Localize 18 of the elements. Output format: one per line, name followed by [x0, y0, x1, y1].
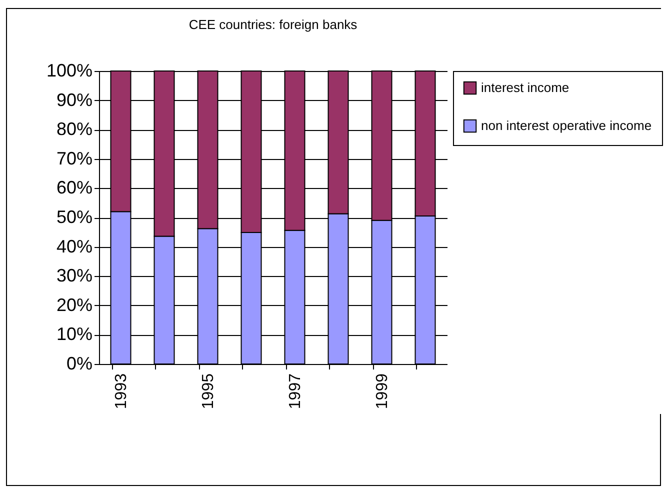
x-tick-label: 1999	[374, 373, 391, 410]
y-tick-label: 30%	[56, 266, 92, 286]
x-tick-label: 1995	[200, 373, 217, 410]
legend-label: non interest operative income	[481, 118, 652, 133]
y-tick-label: 10%	[56, 324, 92, 344]
y-tick-label: 80%	[56, 119, 92, 140]
y-tick-label: 20%	[56, 294, 92, 315]
legend-label: interest income	[481, 80, 570, 95]
y-tick-label: 70%	[56, 148, 92, 168]
y-tick-label: 0%	[66, 354, 92, 374]
y-tick-label: 90%	[56, 90, 92, 110]
y-tick-label: 100%	[46, 60, 92, 80]
y-tick-label: 40%	[56, 236, 92, 256]
y-tick-label: 60%	[56, 178, 92, 198]
x-tick-label: 1993	[112, 373, 130, 410]
y-tick-label: 50%	[56, 207, 92, 227]
x-tick-label: 1997	[286, 373, 304, 410]
chart-title: CEE countries: foreign banks	[188, 17, 358, 32]
